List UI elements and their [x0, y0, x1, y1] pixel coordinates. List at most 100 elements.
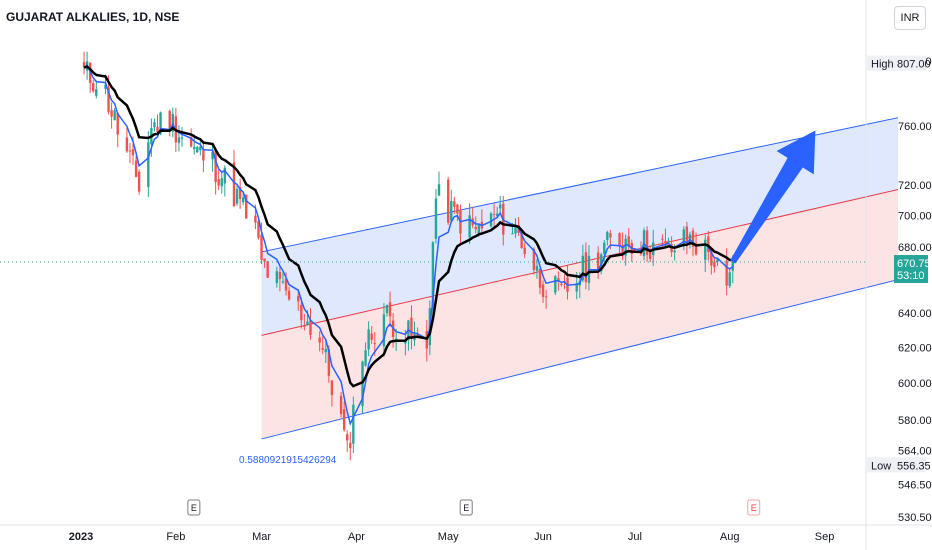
candle-body	[373, 342, 376, 344]
price-tick-label: 564.00	[898, 445, 932, 457]
candle-body	[474, 226, 477, 230]
candle-body	[339, 395, 343, 415]
high-value-box	[894, 55, 926, 71]
candle-body	[557, 278, 560, 281]
candle-body	[688, 234, 692, 244]
candle-body	[196, 147, 199, 153]
candle-body	[287, 290, 291, 300]
event-marker	[747, 499, 761, 516]
candle-body	[232, 162, 236, 207]
candle-body	[685, 226, 689, 245]
candle-body	[245, 194, 248, 219]
candle-body	[257, 221, 260, 238]
price-axis: 807.00 760.00 720.00 700.00 680.00 640.00 620.…	[865, 0, 932, 550]
candle-body	[95, 89, 98, 96]
candle-body	[645, 230, 649, 255]
candle-body	[82, 62, 86, 68]
candle-body	[327, 348, 331, 376]
candle-body	[281, 281, 285, 283]
candle-body	[388, 302, 392, 317]
candle-body	[349, 442, 352, 449]
candle-body	[342, 409, 346, 430]
candle-body	[168, 110, 171, 132]
price-tick-label: 530.50	[898, 512, 932, 524]
candle-body	[235, 188, 239, 204]
candle-body	[156, 126, 159, 132]
candle-body	[575, 283, 578, 292]
candle-body	[450, 200, 453, 221]
candle-body	[495, 213, 499, 216]
channel-upper-line	[261, 117, 899, 253]
candle-body	[193, 146, 196, 150]
candle-body	[321, 348, 324, 350]
time-tick-label: Mar	[252, 531, 271, 543]
candle-body	[609, 233, 612, 238]
candle-body	[104, 84, 107, 89]
candle-body	[364, 350, 367, 366]
candle-body	[661, 238, 664, 240]
price-tick-label: 760.00	[898, 121, 932, 133]
event-marker-label: E	[191, 503, 197, 513]
candle-body	[447, 179, 450, 223]
event-marker	[187, 499, 201, 516]
candle-body	[346, 434, 349, 441]
candle-body	[171, 114, 174, 132]
candle-body	[560, 284, 563, 286]
channel-middle-line	[261, 189, 899, 336]
candle-body	[159, 112, 162, 134]
candle-body	[382, 314, 386, 347]
candle-body	[318, 337, 321, 343]
candle-body	[523, 247, 526, 255]
candle-body	[514, 226, 517, 234]
candle-body	[263, 258, 266, 262]
candle-body	[128, 150, 132, 152]
candle-body	[554, 276, 557, 293]
time-axis: 2023 Feb Mar Apr May Jun Jul Aug Sep	[0, 524, 932, 543]
current-price-value: 670.75	[897, 258, 931, 270]
channel-upper-fill	[261, 117, 899, 336]
candle-body	[499, 204, 502, 209]
candle-body	[584, 252, 588, 283]
candle-body	[606, 232, 609, 240]
candle-body	[177, 137, 181, 143]
candle-body	[131, 149, 135, 156]
price-tick-label: 680.00	[898, 242, 932, 254]
channel-lower-line	[261, 279, 899, 440]
candle-body	[410, 317, 413, 339]
candle-body	[468, 215, 471, 238]
ema-fast-line	[83, 64, 734, 426]
candle-body	[153, 122, 156, 128]
event-marker-label: E	[463, 503, 469, 513]
candle-body	[385, 305, 389, 314]
candle-body	[370, 333, 373, 340]
up-arrow	[730, 130, 816, 264]
candle-body	[664, 241, 667, 244]
currency-button[interactable]: INR	[894, 6, 926, 30]
candle-body	[189, 137, 193, 147]
candle-body	[266, 261, 269, 278]
current-price-tag	[894, 255, 928, 284]
candle-body	[110, 110, 113, 117]
candle-body	[202, 149, 205, 161]
candle-body	[627, 236, 630, 247]
candle-body	[618, 233, 621, 247]
candle-body	[511, 233, 514, 235]
candle-body	[694, 243, 698, 255]
candle-body	[648, 250, 652, 259]
candle-body	[489, 213, 493, 227]
time-tick-label: Jul	[628, 531, 642, 543]
candle-body	[217, 179, 220, 186]
low-label-box	[867, 457, 894, 473]
price-tick-label: 720.00	[898, 180, 932, 192]
candle-body	[437, 184, 441, 196]
price-tick-label: 700.00	[898, 211, 932, 223]
candle-body	[361, 361, 364, 407]
price-tick-label: 600.00	[898, 378, 932, 390]
candle-body	[456, 204, 459, 214]
candle-body	[431, 242, 435, 307]
low-value-box	[894, 457, 926, 473]
countdown-value: 53:10	[897, 270, 925, 282]
time-tick-label: Aug	[720, 531, 740, 543]
